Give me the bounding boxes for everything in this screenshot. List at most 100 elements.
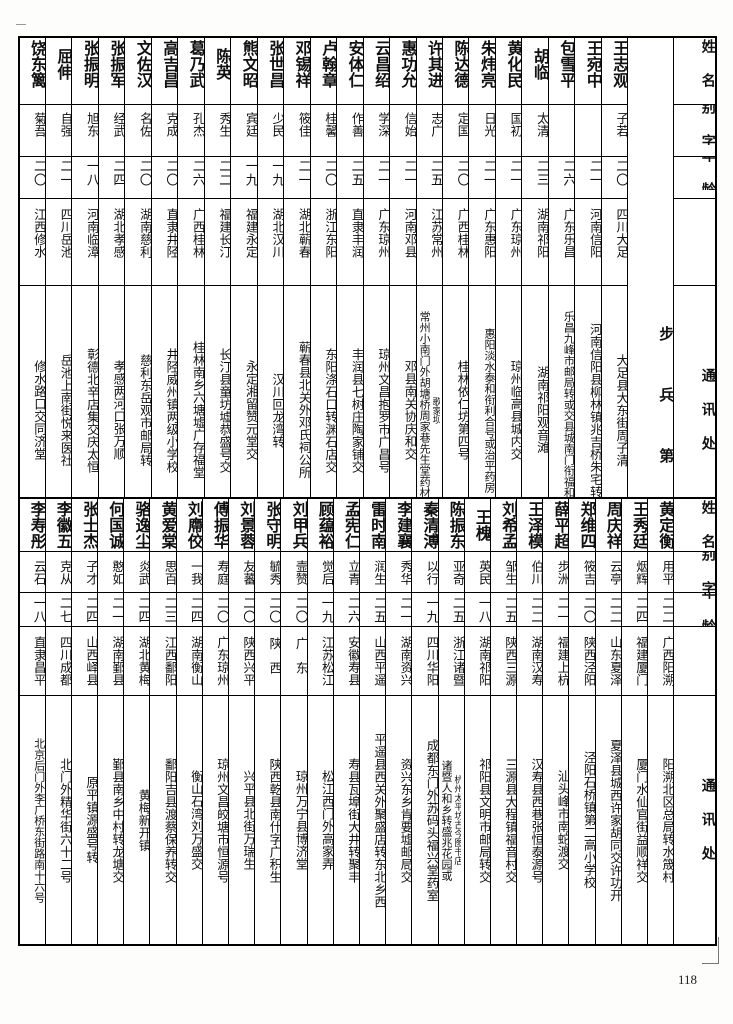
cell-age: 二一	[362, 155, 391, 200]
alias-text: 克从	[58, 559, 71, 585]
native-text: 福建上杭	[555, 636, 569, 686]
address-text: 湖南祁阳观音滩	[535, 366, 548, 454]
cell-address: 北门外精华街六十二号	[44, 695, 72, 946]
cell-native: 陕西三源	[489, 626, 518, 696]
native-text: 陕西泾阳	[581, 636, 595, 686]
cell-age: 二〇	[441, 155, 470, 200]
native-text: 江苏松江	[320, 636, 333, 686]
age-text: 二六	[345, 595, 359, 624]
alias-text: 邹生	[503, 559, 517, 585]
native-text: 福建长汀	[217, 208, 231, 259]
native-text: 陕西	[267, 636, 281, 686]
cell-name: 李寿彤	[18, 497, 46, 552]
cell-alias: 用平	[646, 551, 675, 593]
roster-row-alias: 别 字 子若 太清 国初 日光 定国 志广 信始 学深 作善 桂馨 筱佳 少民 宾廷 秀生 孔杰 克成 名佐 经武旭…	[18, 103, 717, 157]
native-text: 江苏常州	[429, 208, 442, 259]
cell-age: 二一	[44, 155, 73, 200]
cell-alias	[574, 103, 602, 157]
address-text: 琼州临高县城内交	[508, 360, 522, 461]
address-text: 原平镇源盛号转	[84, 776, 98, 864]
age-text: 一九	[269, 159, 284, 187]
cell-age: 二一	[494, 155, 523, 200]
address-text: 汕头峰市南蛇渡交	[555, 770, 569, 870]
cell-name: 陈振东	[437, 497, 465, 552]
name-text: 高吉昌	[160, 40, 178, 88]
alias-text: 子若	[614, 112, 628, 138]
cell-name: 包雪平	[547, 36, 576, 105]
alias-text: 友蕃	[241, 559, 255, 585]
age-text: 二一	[398, 595, 412, 624]
cell-alias: 润生	[358, 551, 387, 593]
name-text: 张士杰	[80, 501, 98, 549]
roster-row-address: 通 讯 处 阳溯北区总局转水筬村 厦门水仙官街益顺祥交 夏泽县城西许家胡同交许功开 泾阳…	[18, 695, 717, 946]
native-text: 河南邓县	[402, 208, 416, 259]
name-text: 文佐汉	[133, 40, 151, 88]
cell-native: 福建上杭	[542, 626, 570, 696]
age-text: 二一	[402, 159, 416, 187]
age-text: 二一	[508, 159, 522, 187]
cell-alias: 憨如	[97, 551, 125, 593]
address-text: 兴平县北街万瑞生	[241, 770, 255, 870]
cell-age: 二四	[175, 592, 203, 627]
alias-text: 思百	[162, 559, 176, 585]
cell-age: 二四	[620, 592, 649, 627]
alias-text: 作善	[349, 112, 363, 138]
address-text: 桂林依仁坊第四号	[455, 360, 469, 461]
row-header-label: 年 龄	[701, 157, 715, 190]
row-header-name: 姓 名	[673, 497, 717, 552]
cell-age: 二〇	[18, 155, 46, 200]
cell-alias: 克成	[150, 103, 179, 157]
cell-name: 张振明	[71, 36, 99, 105]
name-text: 卢翰章	[319, 40, 337, 88]
cell-name: 张振军	[97, 36, 126, 105]
name-text: 王秀廷	[630, 501, 647, 549]
cell-age: 二一	[389, 155, 417, 200]
cell-alias: 名佐	[124, 103, 152, 157]
cell-name: 雷时南	[358, 497, 387, 552]
cell-name: 邓锡祥	[283, 36, 311, 105]
cell-alias: 筱佳	[283, 103, 311, 157]
address-text: 衡山石湾刘万盛交	[189, 770, 202, 870]
native-text: 湖南汉寿	[529, 636, 543, 686]
alias-text: 步洲	[555, 559, 569, 585]
alias-text: 烟辉	[634, 559, 647, 585]
cell-name: 黄化民	[494, 36, 523, 105]
cell-age: 二二	[594, 592, 622, 627]
roster-row-name: 姓 名 黄定衡 王秀廷 周庆祥 郑维四 薛平超 王泽模 刘希孟 王槐 陈振东 秦清溥 李建襄 雷时南 孟宪…	[18, 497, 717, 552]
age-text: 二五	[371, 595, 386, 624]
age-text: 二五	[450, 595, 464, 624]
address-multiline: 常州小南门外胡塘桥周家巷先生堂药材转 歌家坝	[417, 286, 442, 534]
native-text: 湖南衡山	[189, 636, 202, 686]
cell-native: 河南邓县	[389, 198, 417, 287]
name-text: 王槐	[472, 509, 490, 541]
age-text: 一九	[319, 595, 333, 624]
cell-address: 黄梅新开镇	[123, 695, 151, 946]
native-text: 四川华阳	[424, 636, 438, 686]
age-text: 二一	[110, 595, 124, 624]
address-text: 蕲春县北关外邓氏祠公所	[296, 341, 310, 479]
row-header-label: 别 字	[700, 552, 715, 592]
address-secondary: 杭州太平坊古今图书店	[452, 775, 462, 865]
row-header-label: 别 字	[700, 104, 715, 145]
name-text: 陈英	[213, 48, 231, 80]
native-text: 江西鄱阳	[162, 636, 176, 686]
age-text: 一八	[84, 159, 98, 187]
cell-alias: 友蕃	[227, 551, 256, 593]
native-text: 湖南资兴	[398, 636, 412, 686]
cell-native: 四川华阳	[411, 626, 439, 696]
native-text: 广西桂林	[191, 208, 204, 259]
cell-address: 泾阳石桥镇第二高小学校	[568, 695, 596, 946]
age-text: 二四	[111, 159, 125, 187]
native-text: 广东惠阳	[482, 208, 495, 259]
native-text: 湖南祁阳	[535, 208, 548, 259]
age-text: 一九	[243, 159, 257, 187]
name-text: 邓锡祥	[292, 40, 310, 88]
cell-alias: 定国	[441, 103, 470, 157]
alias-text: 筱佳	[296, 112, 310, 138]
roster-row-age: 年 龄二〇二一二六二三二一二一二〇二五二一二一二五二〇二一一九一九二二二六二〇二…	[18, 155, 717, 200]
cell-address: 琼州文昌皎塘市恒源号	[201, 695, 230, 946]
age-text: 二六	[561, 159, 575, 187]
cell-native: 四川成都	[44, 626, 72, 696]
cell-name: 云昌绍	[362, 36, 391, 105]
age-text: 二四	[136, 595, 150, 624]
